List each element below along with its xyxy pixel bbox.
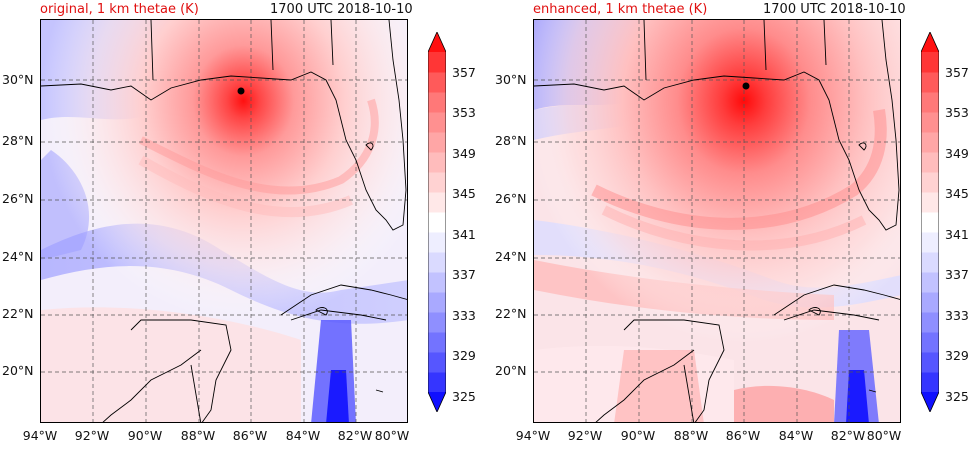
colorbar-band bbox=[921, 72, 939, 93]
right-colorbar-label: 329 bbox=[945, 348, 969, 363]
right-lat-label: 20°N bbox=[495, 363, 527, 378]
left-lon-label: 94°W bbox=[22, 428, 58, 443]
right-panel-time: 1700 UTC 2018-10-10 bbox=[763, 2, 906, 17]
right-lon-label: 92°W bbox=[567, 428, 603, 443]
left-map[interactable] bbox=[40, 19, 408, 423]
colorbar-band bbox=[428, 92, 446, 113]
right-lon-label: 86°W bbox=[725, 428, 761, 443]
colorbar-band bbox=[428, 72, 446, 93]
colorbar-extend-max bbox=[428, 32, 446, 52]
colorbar-band bbox=[428, 192, 446, 213]
right-map-plot bbox=[534, 20, 900, 422]
left-lon-label: 90°W bbox=[127, 428, 163, 443]
left-lon-label: 84°W bbox=[285, 428, 321, 443]
left-storm-center-marker bbox=[237, 87, 245, 95]
colorbar-band bbox=[921, 152, 939, 173]
left-colorbar-label: 325 bbox=[452, 389, 476, 404]
left-panel-title: original, 1 km thetae (K) bbox=[40, 2, 199, 17]
colorbar-band bbox=[921, 192, 939, 213]
colorbar-band bbox=[921, 172, 939, 193]
colorbar-band bbox=[921, 112, 939, 133]
left-lat-label: 26°N bbox=[2, 191, 34, 206]
colorbar-band bbox=[428, 152, 446, 173]
colorbar-band bbox=[428, 112, 446, 133]
right-lat-label: 26°N bbox=[495, 191, 527, 206]
colorbar-band bbox=[921, 132, 939, 153]
colorbar-band bbox=[428, 292, 446, 313]
left-map-plot bbox=[41, 20, 407, 422]
colorbar-band bbox=[921, 352, 939, 373]
colorbar-band bbox=[921, 312, 939, 333]
right-lon-label: 84°W bbox=[778, 428, 814, 443]
left-panel-time: 1700 UTC 2018-10-10 bbox=[270, 2, 413, 17]
right-colorbar-label: 353 bbox=[945, 105, 969, 120]
colorbar-band bbox=[921, 252, 939, 273]
right-colorbar-label: 345 bbox=[945, 186, 969, 201]
right-colorbar-label: 357 bbox=[945, 65, 969, 80]
left-colorbar-label: 333 bbox=[452, 308, 476, 323]
left-lon-label: 88°W bbox=[180, 428, 216, 443]
right-lat-label: 30°N bbox=[495, 72, 527, 87]
colorbar-band bbox=[921, 212, 939, 233]
right-lon-label: 82°W bbox=[830, 428, 866, 443]
left-colorbar-label: 353 bbox=[452, 105, 476, 120]
right-lat-label: 22°N bbox=[495, 306, 527, 321]
right-colorbar-label: 337 bbox=[945, 267, 969, 282]
left-lon-label: 82°W bbox=[337, 428, 373, 443]
colorbar-band bbox=[921, 372, 939, 393]
left-lat-label: 22°N bbox=[2, 306, 34, 321]
right-panel-title: enhanced, 1 km thetae (K) bbox=[533, 2, 708, 17]
colorbar-band bbox=[428, 232, 446, 253]
colorbar-band bbox=[428, 132, 446, 153]
left-colorbar-label: 357 bbox=[452, 65, 476, 80]
left-lon-label: 92°W bbox=[74, 428, 110, 443]
colorbar-band bbox=[921, 92, 939, 113]
colorbar-band bbox=[428, 212, 446, 233]
left-colorbar-label: 337 bbox=[452, 267, 476, 282]
colorbar-extend-min bbox=[428, 392, 446, 412]
right-lon-label: 88°W bbox=[673, 428, 709, 443]
right-colorbar-label: 333 bbox=[945, 308, 969, 323]
colorbar-band bbox=[428, 312, 446, 333]
right-lon-label: 94°W bbox=[515, 428, 551, 443]
left-colorbar-label: 341 bbox=[452, 227, 476, 242]
left-lat-label: 24°N bbox=[2, 249, 34, 264]
colorbar-band bbox=[428, 332, 446, 353]
right-storm-center-marker bbox=[742, 82, 750, 90]
right-lat-label: 28°N bbox=[495, 133, 527, 148]
right-colorbar-label: 341 bbox=[945, 227, 969, 242]
colorbar-band bbox=[921, 232, 939, 253]
colorbar-band bbox=[428, 252, 446, 273]
left-colorbar-label: 345 bbox=[452, 186, 476, 201]
left-lon-label: 80°W bbox=[374, 428, 410, 443]
colorbar-band bbox=[428, 272, 446, 293]
left-lon-label: 86°W bbox=[232, 428, 268, 443]
right-colorbar-label: 325 bbox=[945, 389, 969, 404]
right-colorbar-label: 349 bbox=[945, 146, 969, 161]
colorbar-band bbox=[428, 172, 446, 193]
left-lat-label: 30°N bbox=[2, 72, 34, 87]
colorbar-extend-min bbox=[921, 392, 939, 412]
colorbar-band bbox=[428, 352, 446, 373]
left-colorbar-label: 329 bbox=[452, 348, 476, 363]
left-colorbar-label: 349 bbox=[452, 146, 476, 161]
colorbar-band bbox=[921, 292, 939, 313]
colorbar-band bbox=[428, 372, 446, 393]
right-lon-label: 90°W bbox=[620, 428, 656, 443]
right-map[interactable] bbox=[533, 19, 901, 423]
colorbar-band bbox=[428, 52, 446, 73]
colorbar-extend-max bbox=[921, 32, 939, 52]
left-lat-label: 20°N bbox=[2, 363, 34, 378]
colorbar-band bbox=[921, 272, 939, 293]
left-lat-label: 28°N bbox=[2, 133, 34, 148]
right-lat-label: 24°N bbox=[495, 249, 527, 264]
right-colorbar bbox=[921, 32, 939, 412]
colorbar-band bbox=[921, 332, 939, 353]
right-lon-label: 80°W bbox=[866, 428, 902, 443]
colorbar-band bbox=[921, 52, 939, 73]
left-colorbar bbox=[428, 32, 446, 412]
